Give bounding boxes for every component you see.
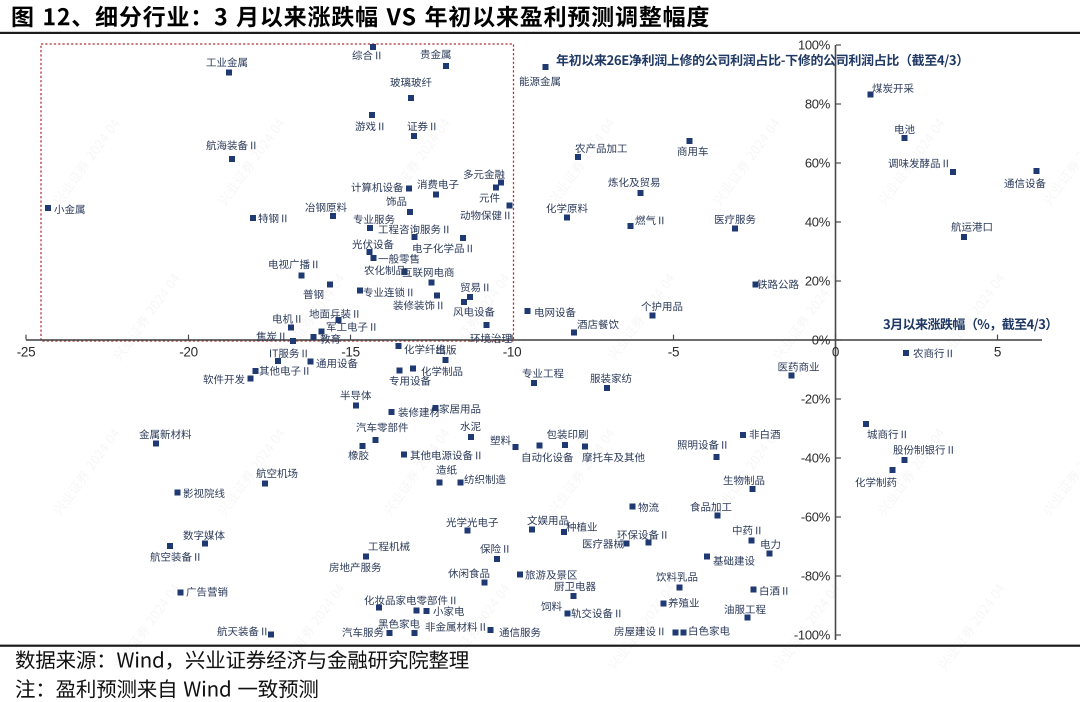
- svg-text:20%: 20%: [805, 274, 831, 289]
- svg-text:-5: -5: [668, 345, 679, 360]
- svg-text:40%: 40%: [805, 215, 831, 230]
- svg-text:0%: 0%: [812, 333, 831, 348]
- svg-text:-10: -10: [503, 345, 522, 360]
- svg-text:-20: -20: [179, 345, 198, 360]
- svg-text:-100%: -100%: [794, 628, 831, 643]
- svg-text:-40%: -40%: [801, 451, 831, 466]
- svg-text:-15: -15: [341, 345, 360, 360]
- svg-text:-25: -25: [17, 345, 36, 360]
- svg-text:5: 5: [994, 345, 1001, 360]
- svg-text:-80%: -80%: [801, 569, 831, 584]
- svg-text:100%: 100%: [798, 38, 831, 53]
- svg-text:0: 0: [832, 345, 839, 360]
- svg-text:-60%: -60%: [801, 510, 831, 525]
- svg-text:-20%: -20%: [801, 392, 831, 407]
- svg-text:60%: 60%: [805, 156, 831, 171]
- svg-text:80%: 80%: [805, 97, 831, 112]
